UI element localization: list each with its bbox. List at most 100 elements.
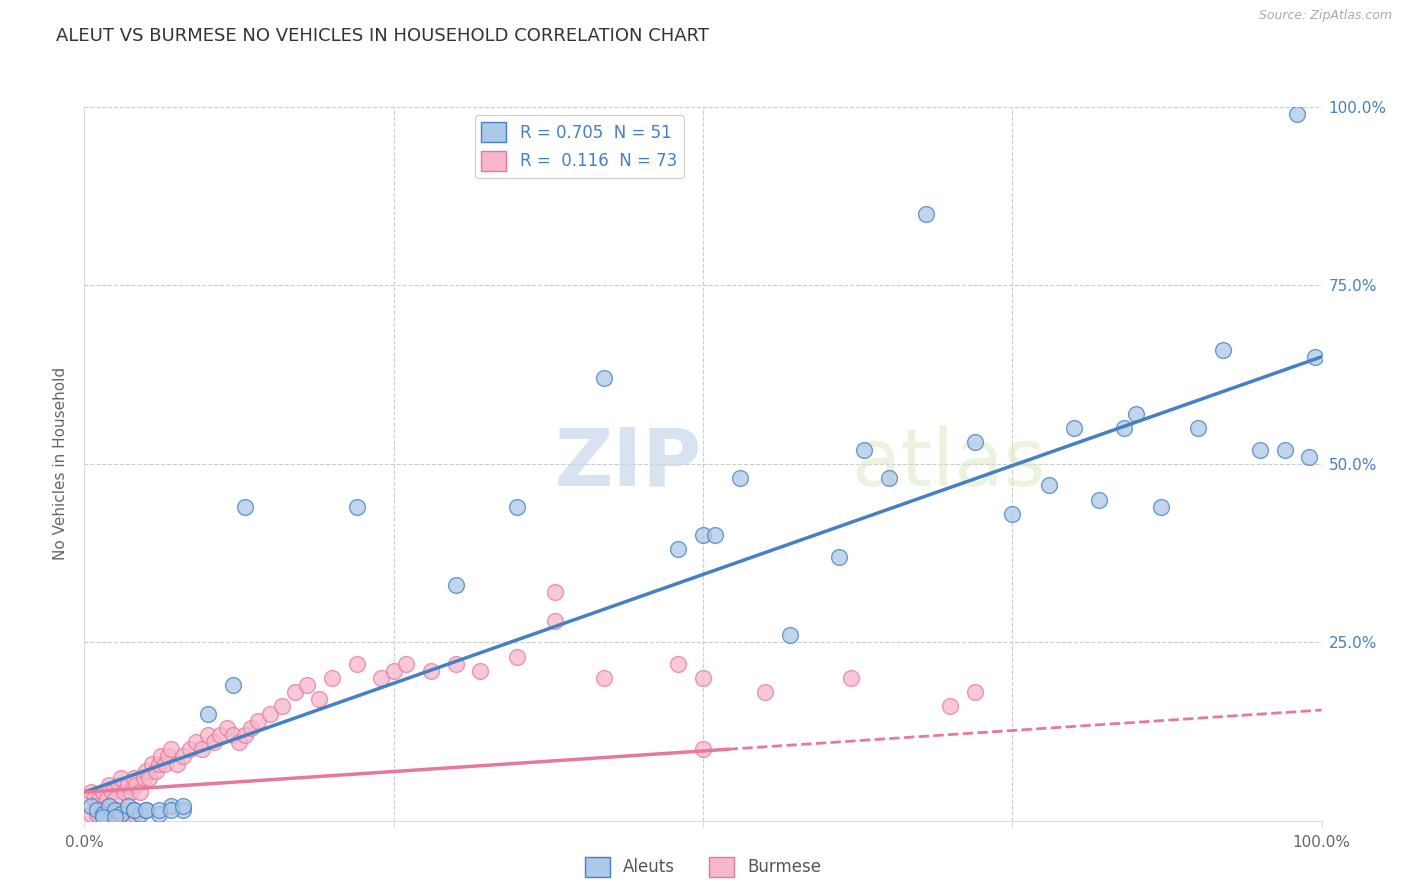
Point xyxy=(841,671,863,685)
Point xyxy=(135,803,157,817)
Point xyxy=(779,628,801,642)
Point xyxy=(110,806,132,821)
Point xyxy=(346,500,368,514)
Point xyxy=(877,471,900,485)
Point xyxy=(1001,507,1024,521)
Point xyxy=(240,721,263,735)
Point xyxy=(89,792,111,806)
Point xyxy=(593,671,616,685)
Point xyxy=(370,671,392,685)
Point xyxy=(284,685,307,699)
Point xyxy=(160,803,183,817)
Point xyxy=(129,806,152,821)
Point xyxy=(259,706,281,721)
Point xyxy=(79,799,101,814)
Point xyxy=(86,803,108,817)
Point xyxy=(157,749,180,764)
Point xyxy=(1150,500,1173,514)
Point xyxy=(166,756,188,771)
Point xyxy=(98,806,121,821)
Point xyxy=(209,728,232,742)
Text: ZIP: ZIP xyxy=(554,425,702,503)
Point xyxy=(704,528,727,542)
Point xyxy=(135,803,157,817)
Point xyxy=(233,500,256,514)
Point xyxy=(141,756,163,771)
Point xyxy=(543,614,565,628)
Point xyxy=(148,803,170,817)
Point xyxy=(965,435,987,450)
Point xyxy=(122,803,145,817)
Point xyxy=(1305,350,1327,364)
Point xyxy=(129,785,152,799)
Point xyxy=(1285,107,1308,121)
Point xyxy=(233,728,256,742)
Point xyxy=(666,542,689,557)
Text: ALEUT VS BURMESE NO VEHICLES IN HOUSEHOLD CORRELATION CHART: ALEUT VS BURMESE NO VEHICLES IN HOUSEHOL… xyxy=(56,27,709,45)
Point xyxy=(132,771,155,785)
Point xyxy=(1112,421,1135,435)
Text: atlas: atlas xyxy=(852,425,1046,503)
Point xyxy=(692,742,714,756)
Point xyxy=(228,735,250,749)
Point xyxy=(86,799,108,814)
Point xyxy=(382,664,405,678)
Point xyxy=(1274,442,1296,457)
Point xyxy=(215,721,238,735)
Point xyxy=(91,803,114,817)
Point xyxy=(160,742,183,756)
Point xyxy=(122,806,145,821)
Text: Source: ZipAtlas.com: Source: ZipAtlas.com xyxy=(1258,9,1392,22)
Point xyxy=(321,671,343,685)
Point xyxy=(246,714,269,728)
Point xyxy=(91,810,114,824)
Point xyxy=(728,471,751,485)
Point xyxy=(184,735,207,749)
Point xyxy=(395,657,418,671)
Point xyxy=(122,803,145,817)
Point xyxy=(172,803,194,817)
Point xyxy=(1187,421,1209,435)
Point xyxy=(939,699,962,714)
Y-axis label: No Vehicles in Household: No Vehicles in Household xyxy=(53,368,69,560)
Point xyxy=(1063,421,1085,435)
Point xyxy=(506,649,529,664)
Point xyxy=(96,792,118,806)
Point xyxy=(148,756,170,771)
Point xyxy=(117,799,139,814)
Point xyxy=(172,799,194,814)
Point xyxy=(160,799,183,814)
Point xyxy=(91,785,114,799)
Point xyxy=(470,664,492,678)
Point xyxy=(79,785,101,799)
Point xyxy=(153,756,176,771)
Point xyxy=(346,657,368,671)
Point xyxy=(98,778,121,792)
Point xyxy=(965,685,987,699)
Point xyxy=(1212,343,1234,357)
Point xyxy=(104,803,127,817)
Point xyxy=(593,371,616,385)
Point xyxy=(543,585,565,599)
Point xyxy=(83,792,105,806)
Point xyxy=(444,657,467,671)
Point xyxy=(145,764,167,778)
Point xyxy=(1125,407,1147,421)
Point xyxy=(295,678,318,692)
Point xyxy=(86,806,108,821)
Point xyxy=(1298,450,1320,464)
Point xyxy=(828,549,851,564)
Point xyxy=(79,806,101,821)
Point xyxy=(91,806,114,821)
Point xyxy=(100,785,122,799)
Point xyxy=(754,685,776,699)
Point xyxy=(122,771,145,785)
Point xyxy=(444,578,467,592)
Point xyxy=(120,785,142,799)
Point xyxy=(108,778,131,792)
Point xyxy=(202,735,225,749)
Point xyxy=(150,749,173,764)
Point xyxy=(222,678,245,692)
Point xyxy=(914,207,936,221)
Point xyxy=(110,771,132,785)
